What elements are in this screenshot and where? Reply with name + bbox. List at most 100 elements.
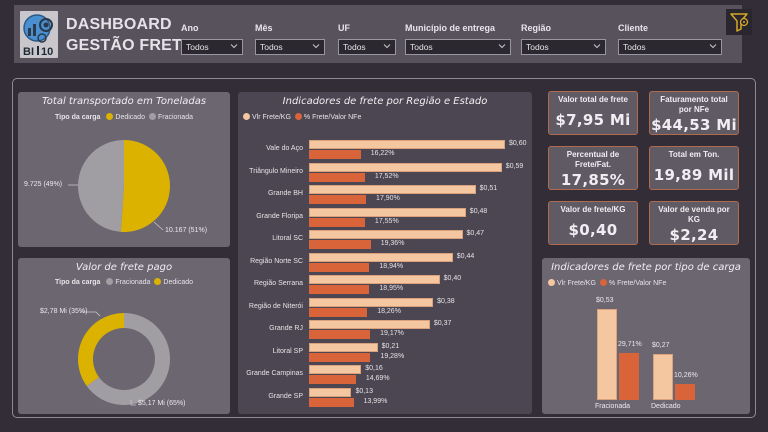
bar-pct-frete[interactable] — [309, 307, 368, 317]
svg-text:10: 10 — [41, 46, 53, 58]
bar-vlr-frete-kg[interactable] — [309, 162, 502, 172]
pie-slice-dedicado[interactable] — [120, 140, 170, 232]
bar-vlr-frete-kg[interactable] — [653, 353, 673, 400]
filter-regiao-dropdown[interactable]: Todos — [521, 39, 606, 55]
filter-mes-dropdown[interactable]: Todos — [255, 39, 325, 55]
bar-pct-frete[interactable] — [619, 353, 639, 400]
pie-chart-toneladas — [68, 140, 170, 232]
bar-pct-frete[interactable] — [309, 240, 371, 249]
bar-vlr-frete-kg[interactable] — [309, 342, 378, 352]
header-bar: BI 10 DASHBOARD GESTÃO FRETE Ano Todos M… — [14, 5, 742, 63]
data-label: 29,71% — [618, 341, 642, 348]
data-label: $0,51 — [479, 185, 498, 192]
logo-gear-icon: BI 10 — [23, 14, 53, 58]
legend-item-vlr-frete-kg[interactable]: Vlr Frete/KG — [548, 279, 596, 287]
bar-pct-frete[interactable] — [309, 330, 371, 339]
bar-row: Grande RJ $0,37 19,17% — [238, 320, 528, 342]
bar-vlr-frete-kg[interactable] — [309, 185, 476, 194]
data-label: $0,53 — [596, 297, 614, 304]
bar-vlr-frete-kg[interactable] — [309, 275, 440, 284]
chart-legend: Tipo da carga Dedicado Fracionada — [55, 113, 193, 121]
data-label: $0,40 — [443, 275, 462, 282]
legend-dot — [106, 278, 114, 285]
filter-cliente: Cliente Todos — [618, 23, 722, 55]
legend-dot — [148, 113, 156, 120]
filter-label: Município de entrega — [405, 23, 496, 33]
data-label: $0,13 — [355, 387, 373, 395]
donut-slice-dedicado[interactable] — [78, 313, 124, 386]
category-label: Região Norte SC — [250, 257, 303, 265]
bar-pct-frete[interactable] — [675, 383, 695, 400]
chart-legend: Vlr Frete/KG % Frete/Valor NFe — [243, 113, 361, 121]
legend-item-fracionada[interactable]: Fracionada — [148, 113, 193, 121]
bar-pct-frete[interactable] — [309, 217, 365, 227]
card-percentual-frete: Percentual de Frete/Fat. 17,85% — [548, 146, 638, 190]
bar-vlr-frete-kg[interactable] — [597, 309, 617, 400]
filter-ano-dropdown[interactable]: Todos — [181, 39, 243, 55]
bar-vlr-frete-kg[interactable] — [309, 387, 352, 397]
card-value: 19,89 Mil — [653, 166, 735, 184]
category-label: Grande RJ — [269, 325, 303, 332]
filter-cliente-dropdown[interactable]: Todos — [618, 39, 722, 55]
donut-slice-fracionada[interactable] — [86, 313, 170, 405]
bar-pct-frete[interactable] — [309, 352, 371, 362]
filter-municipio-dropdown[interactable]: Todos — [405, 39, 511, 55]
legend-item-pct-frete[interactable]: % Frete/Valor NFe — [599, 279, 667, 287]
bar-vlr-frete-kg[interactable] — [309, 365, 362, 374]
bar-pct-frete[interactable] — [309, 262, 370, 272]
filter-label: Cliente — [618, 23, 649, 33]
data-label: 18,95% — [379, 285, 404, 292]
slice-label-fracionada: 9.725 (49%) — [24, 181, 63, 188]
legend-dot — [599, 279, 607, 286]
card-label: Valor de frete/KG — [560, 205, 626, 214]
bar-vlr-frete-kg[interactable] — [309, 297, 434, 307]
chart-title: Indicadores de frete por tipo de carga — [551, 262, 741, 273]
slice-label-dedicado: 10.167 (51%) — [165, 227, 208, 234]
bar-vlr-frete-kg[interactable] — [309, 252, 453, 262]
chevron-down-icon — [383, 44, 391, 49]
card-label: Total em Ton. — [668, 150, 720, 159]
filter-value: Todos — [623, 42, 646, 52]
card-value: $44,53 Mi — [651, 116, 737, 134]
bar-row: Triângulo Mineiro $0,59 17,52% — [238, 162, 528, 185]
bar-vlr-frete-kg[interactable] — [309, 140, 505, 149]
bar-pct-frete[interactable] — [309, 195, 367, 204]
category-label: Região de Niterói — [248, 302, 303, 310]
bar-row: Grande Campinas $0,16 14,69% — [238, 365, 528, 387]
data-label: 19,36% — [380, 240, 405, 247]
bar-vlr-frete-kg[interactable] — [309, 230, 463, 239]
bar-pct-frete[interactable] — [309, 375, 356, 384]
category-label: Grande BH — [267, 190, 303, 197]
bar-pct-frete[interactable] — [309, 150, 361, 159]
legend-label: % Frete/Valor NFe — [608, 280, 667, 287]
panel-valor-frete-pago: Valor de frete pago Tipo da carga Fracio… — [18, 258, 230, 414]
panel-total-toneladas: Total transportado em Toneladas Tipo da … — [18, 92, 230, 247]
filter-label: Mês — [255, 23, 273, 33]
legend-item-pct-frete[interactable]: % Frete/Valor NFe — [294, 113, 361, 121]
chart-legend: Vlr Frete/KG % Frete/Valor NFe — [548, 279, 666, 287]
chart-title: Valor de frete pago — [75, 262, 173, 273]
clear-filters-button[interactable] — [726, 9, 752, 35]
content-frame — [12, 78, 756, 418]
filter-regiao: Região Todos — [521, 23, 606, 55]
bar-pct-frete[interactable] — [309, 285, 370, 294]
donut-chart-valor-frete — [78, 311, 170, 406]
logo-text: BI — [23, 46, 34, 58]
bar-pct-frete[interactable] — [309, 397, 354, 407]
bar-vlr-frete-kg[interactable] — [309, 320, 430, 329]
legend-item-vlr-frete-kg[interactable]: Vlr Frete/KG — [243, 113, 291, 121]
card-faturamento-total: Faturamento total por NFe $44,53 Mi — [649, 91, 739, 135]
legend-dot — [154, 278, 162, 285]
legend-item-dedicado[interactable]: Dedicado — [154, 278, 193, 286]
pie-slice-fracionada[interactable] — [77, 140, 124, 232]
legend-item-fracionada[interactable]: Fracionada — [106, 278, 150, 286]
filter-label: Ano — [181, 23, 199, 33]
filter-uf-dropdown[interactable]: Todos — [338, 39, 396, 55]
bar-vlr-frete-kg[interactable] — [309, 207, 466, 217]
card-total-ton: Total em Ton. 19,89 Mil — [649, 146, 739, 190]
filter-municipio: Município de entrega Todos — [405, 23, 511, 55]
bar-pct-frete[interactable] — [309, 172, 365, 182]
legend-item-dedicado[interactable]: Dedicado — [106, 113, 145, 121]
filter-uf: UF Todos — [338, 23, 396, 55]
filter-label: Região — [521, 23, 552, 33]
